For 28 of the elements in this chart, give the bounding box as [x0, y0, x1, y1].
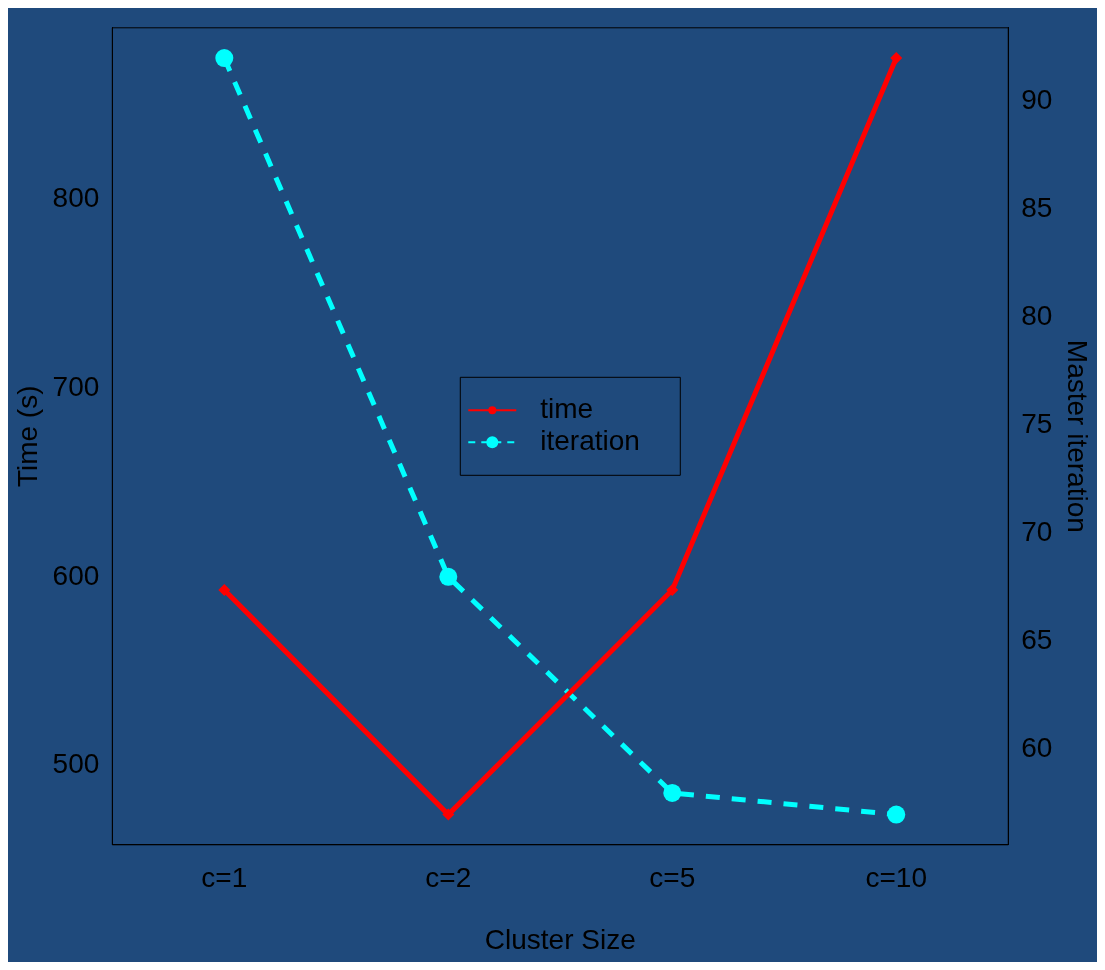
y2-tick-label: 60 [1021, 732, 1053, 764]
point [442, 808, 455, 821]
legend-label: iteration [540, 425, 640, 457]
point [663, 783, 682, 802]
y-tick-label: 600 [52, 559, 100, 591]
y-axis-title: Time (s) [11, 385, 43, 488]
y-tick-label: 500 [52, 748, 100, 780]
y-tick-label: 700 [52, 370, 100, 402]
y-tick-label: 800 [52, 182, 100, 214]
legend-label: time [540, 393, 594, 425]
x-tick-label: c=1 [201, 862, 248, 894]
y2-tick-label: 70 [1021, 516, 1053, 548]
point [887, 805, 906, 824]
y2-tick-label: 80 [1021, 300, 1053, 332]
point [218, 584, 231, 597]
point [215, 49, 234, 68]
y2-axis-title: Master iteration [1062, 339, 1094, 533]
y2-tick-label: 85 [1021, 192, 1053, 224]
point [890, 51, 903, 64]
y2-tick-label: 75 [1021, 408, 1053, 440]
point [439, 567, 458, 586]
x-tick-label: c=10 [865, 862, 928, 894]
y2-tick-label: 90 [1021, 84, 1053, 116]
x-tick-label: c=2 [425, 862, 472, 894]
x-tick-label: c=5 [649, 862, 696, 894]
x-axis-title: Cluster Size [484, 923, 636, 955]
point [666, 584, 679, 597]
y2-tick-label: 65 [1021, 624, 1053, 656]
